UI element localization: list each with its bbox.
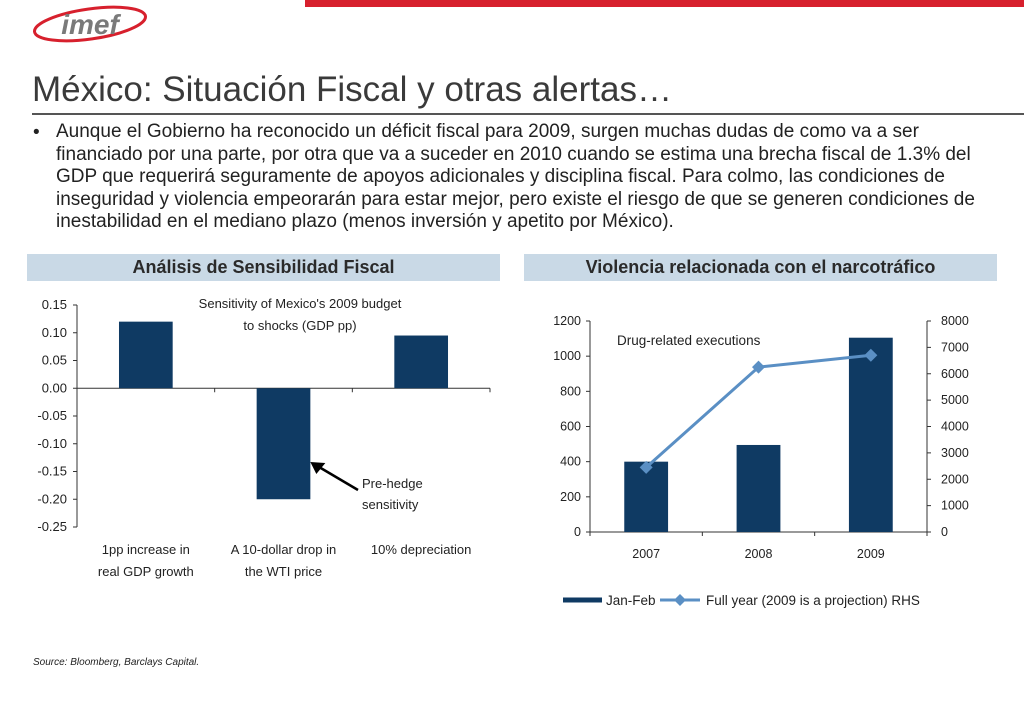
y-tick-label: 0.15 xyxy=(42,297,67,312)
imef-logo: imef xyxy=(33,5,147,43)
full-year-point-2009 xyxy=(864,348,878,362)
chart-title: to shocks (GDP pp) xyxy=(243,318,356,333)
fiscal-sensitivity-chart: 0.15 0.10 0.05 0.00 -0.05 -0.10 -0.15 -0.20 -0.2… xyxy=(37,296,491,579)
left-y-tick-label: 1000 xyxy=(553,349,581,363)
y-tick-label: 0.10 xyxy=(42,325,67,340)
right-y-tick-label: 0 xyxy=(941,525,948,539)
x-tick-label: 2007 xyxy=(632,547,660,561)
top-accent-bar xyxy=(305,0,1024,7)
left-y-tick-label: 600 xyxy=(560,420,581,434)
bar-2009 xyxy=(848,337,893,532)
y-tick-label: -0.05 xyxy=(37,408,67,423)
y-tick-label: -0.15 xyxy=(37,464,67,479)
right-y-tick-label: 4000 xyxy=(941,420,969,434)
left-y-tick-label: 800 xyxy=(560,384,581,398)
right-y-tick-label: 1000 xyxy=(941,499,969,513)
right-y-tick-label: 8000 xyxy=(941,314,969,328)
right-section-header: Violencia relacionada con el narcotráfic… xyxy=(524,254,997,281)
y-tick-label: 0.05 xyxy=(42,353,67,368)
y-tick-label: -0.20 xyxy=(37,491,67,506)
chart-title: Sensitivity of Mexico's 2009 budget xyxy=(199,296,402,311)
category-label: 10% depreciation xyxy=(371,542,471,557)
y-tick-label: 0.00 xyxy=(42,380,67,395)
drug-executions-chart: 0 200 400 600 800 1000 1200 0 1000 2000 3000 4000 50… xyxy=(553,314,969,608)
x-tick-label: 2008 xyxy=(745,547,773,561)
annotation-label: Pre-hedge xyxy=(362,476,423,491)
y-tick-label: -0.10 xyxy=(37,436,67,451)
page-title: México: Situación Fiscal y otras alertas… xyxy=(32,70,672,109)
summary-bullet-text: Aunque el Gobierno ha reconocido un défi… xyxy=(56,121,975,232)
title-divider xyxy=(32,113,1024,115)
logo-swoosh xyxy=(33,5,147,43)
category-label: the WTI price xyxy=(245,564,322,579)
bar-1 xyxy=(118,321,173,389)
left-section-header: Análisis de Sensibilidad Fiscal xyxy=(27,254,500,281)
left-y-tick-label: 200 xyxy=(560,490,581,504)
chart-title: Drug-related executions xyxy=(617,333,761,348)
left-y-tick-label: 0 xyxy=(574,525,581,539)
right-y-tick-label: 3000 xyxy=(941,446,969,460)
right-y-tick-label: 6000 xyxy=(941,367,969,381)
bar-2 xyxy=(256,388,311,500)
right-y-tick-label: 2000 xyxy=(941,472,969,486)
legend-swatch-marker xyxy=(674,594,686,606)
full-year-point-2008 xyxy=(752,360,765,374)
logo-text: imef xyxy=(61,9,121,40)
left-y-tick-label: 1200 xyxy=(553,314,581,328)
right-y-tick-label: 7000 xyxy=(941,340,969,354)
category-label: real GDP growth xyxy=(98,564,194,579)
legend-label-bar: Jan-Feb xyxy=(606,593,656,608)
x-tick-label: 2009 xyxy=(857,547,885,561)
annotation-arrowhead xyxy=(310,462,326,474)
category-label: A 10-dollar drop in xyxy=(231,542,337,557)
source-note: Source: Bloomberg, Barclays Capital. xyxy=(33,657,200,668)
category-label: 1pp increase in xyxy=(102,542,190,557)
annotation-label: sensitivity xyxy=(362,497,419,512)
y-tick-label: -0.25 xyxy=(37,519,67,534)
legend-label-line: Full year (2009 is a projection) RHS xyxy=(706,593,920,608)
full-year-point-2007 xyxy=(639,460,653,474)
bar-3 xyxy=(394,335,449,389)
right-y-tick-label: 5000 xyxy=(941,393,969,407)
bar-2008 xyxy=(736,444,781,532)
annotation-arrow-line xyxy=(316,464,359,492)
bullet-marker: • xyxy=(33,122,40,143)
left-y-tick-label: 400 xyxy=(560,455,581,469)
